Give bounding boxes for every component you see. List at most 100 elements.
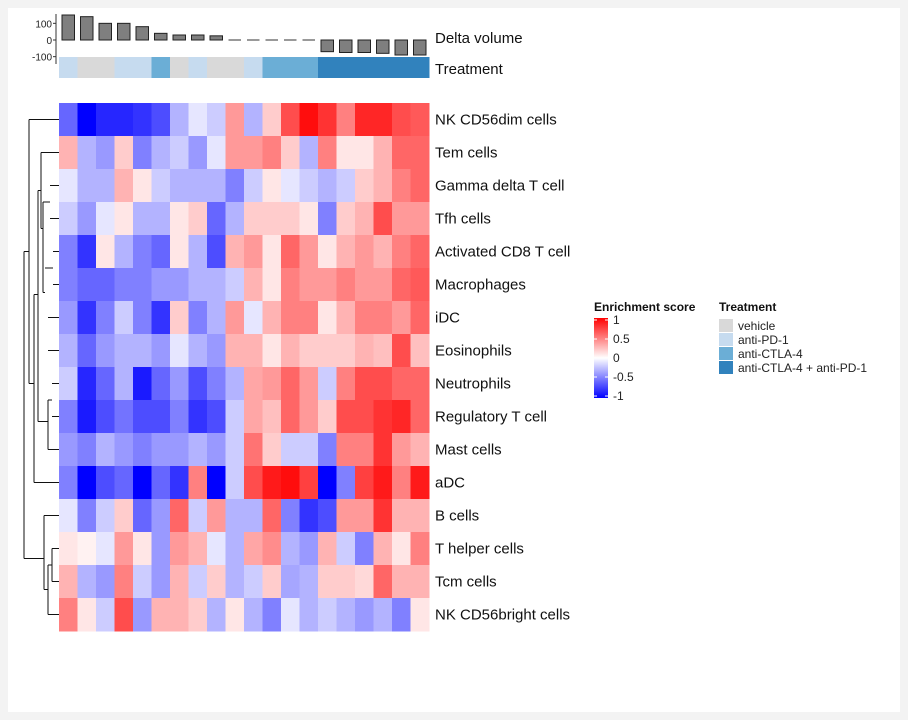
heatmap-cell [336, 268, 356, 302]
heatmap-cell [318, 268, 337, 302]
heatmap-cell [170, 169, 189, 203]
heatmap-cell [207, 202, 226, 236]
heatmap-cell [59, 268, 78, 302]
heatmap-cell [281, 169, 300, 203]
heatmap-cell [281, 433, 300, 467]
heatmap-cell [133, 367, 152, 401]
heatmap-cell [318, 532, 337, 566]
heatmap-cell [392, 301, 411, 335]
heatmap-cell [207, 400, 226, 434]
heatmap-cell [151, 334, 171, 368]
heatmap-cell [59, 532, 78, 566]
heatmap-cell [281, 268, 300, 302]
heatmap-cell [373, 532, 393, 566]
heatmap-cell [114, 466, 134, 500]
heatmap-cell [151, 565, 171, 599]
heatmap-cell [373, 499, 393, 533]
heatmap-cell [244, 433, 263, 467]
heatmap-cell [170, 466, 189, 500]
heatmap-cell [373, 466, 393, 500]
heatmap-cell [114, 400, 134, 434]
heatmap-cell [281, 334, 300, 368]
heatmap-cell [355, 400, 374, 434]
heatmap-cell [299, 334, 319, 368]
heatmap-cell [114, 367, 134, 401]
heatmap-cell [77, 136, 97, 170]
heatmap-cell [59, 367, 78, 401]
enrichment-legend: Enrichment score 1 0.5 0 -0.5 -1 [594, 300, 696, 403]
delta-volume-bar [191, 34, 205, 41]
heatmap-cell [59, 565, 78, 599]
heatmap-cell [299, 598, 319, 632]
heatmap-cell [114, 565, 134, 599]
heatmap-cell [299, 400, 319, 434]
treatment-cell [96, 57, 115, 78]
heatmap-cell [318, 400, 337, 434]
heatmap-cell [281, 532, 300, 566]
treatment-cell [392, 57, 411, 78]
heatmap-cell [133, 400, 152, 434]
heatmap-cell [318, 103, 337, 137]
heatmap-cell [188, 433, 208, 467]
heatmap-cell [244, 301, 263, 335]
delta-volume-bar [117, 22, 131, 41]
heatmap-cell [188, 499, 208, 533]
heatmap-cell [225, 499, 245, 533]
heatmap-cell [151, 301, 171, 335]
heatmap-cell [188, 301, 208, 335]
heatmap-cell [77, 466, 97, 500]
heatmap-cell [225, 202, 245, 236]
heatmap-cell [151, 169, 171, 203]
heatmap-cell [281, 367, 300, 401]
heatmap-cell [225, 598, 245, 632]
heatmap-cell [77, 433, 97, 467]
heatmap-cell [96, 202, 115, 236]
heatmap-cell [188, 202, 208, 236]
delta-volume-bar [209, 35, 223, 41]
heatmap-cell [299, 136, 319, 170]
heatmap-cell [188, 466, 208, 500]
heatmap-cell [410, 235, 430, 269]
treatment-legend-swatch [719, 333, 733, 346]
delta-volume-axis: 100 0 -100 [32, 14, 57, 64]
heatmap-cell [151, 433, 171, 467]
heatmap-cell [59, 400, 78, 434]
heatmap-cell [262, 532, 282, 566]
heatmap-cell [77, 367, 97, 401]
heatmap-cell [59, 103, 78, 137]
heatmap-cell [170, 136, 189, 170]
heatmap-cell [262, 136, 282, 170]
heatmap-cell [188, 235, 208, 269]
heatmap-cell [244, 367, 263, 401]
heatmap-cell [207, 598, 226, 632]
heatmap-cell [114, 235, 134, 269]
heatmap-cell [299, 499, 319, 533]
heatmap-cell [59, 301, 78, 335]
heatmap-cell [336, 565, 356, 599]
heatmap-cell [318, 565, 337, 599]
heatmap-cell [114, 136, 134, 170]
heatmap-cell [225, 103, 245, 137]
delta-volume-bar [172, 34, 186, 41]
heatmap-cell [133, 235, 152, 269]
row-labels: NK CD56dim cells Tem cells Gamma delta T c… [435, 112, 570, 624]
treatment-cell [355, 57, 374, 78]
heatmap-cell [373, 301, 393, 335]
treatment-cell [262, 57, 282, 78]
heatmap-cell [133, 103, 152, 137]
heatmap-cell [355, 235, 374, 269]
heatmap-cell [281, 598, 300, 632]
heatmap-cell [392, 400, 411, 434]
heatmap-cell [59, 334, 78, 368]
heatmap-cell [410, 400, 430, 434]
row-dendrogram [23, 119, 59, 615]
delta-volume-tick-label: -100 [32, 53, 52, 64]
heatmap-cell [170, 565, 189, 599]
treatment-annotation-label: Treatment [435, 61, 504, 78]
heatmap-cell [318, 136, 337, 170]
heatmap-cell [151, 235, 171, 269]
heatmap-cell [59, 235, 78, 269]
heatmap-cell [336, 235, 356, 269]
heatmap-cell [299, 169, 319, 203]
heatmap-cell [188, 169, 208, 203]
